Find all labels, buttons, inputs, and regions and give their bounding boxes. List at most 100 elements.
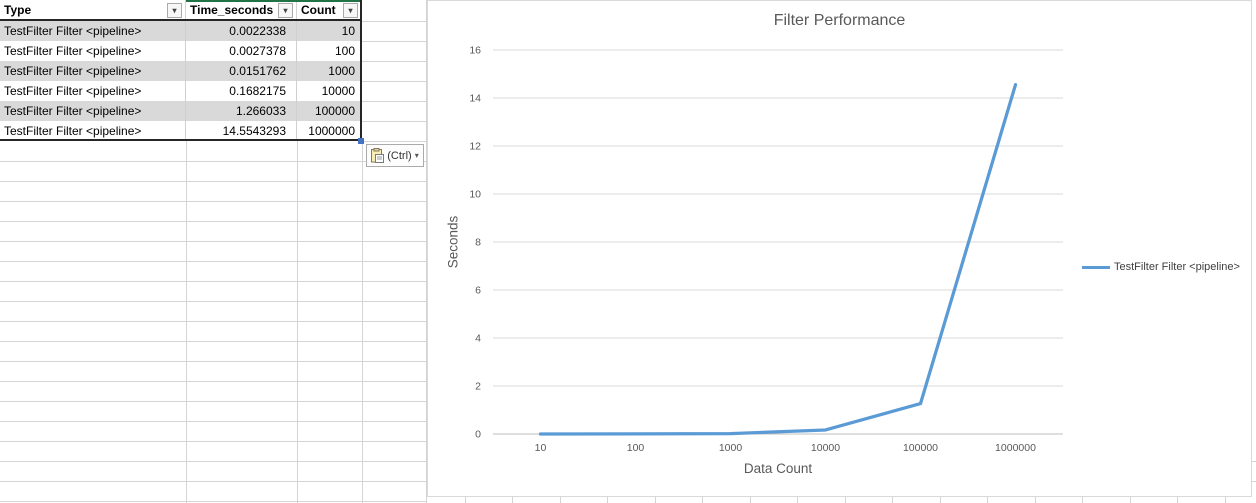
sheet-gridline xyxy=(0,481,427,482)
chevron-down-icon: ▾ xyxy=(414,151,419,160)
sheet-gridline xyxy=(186,141,187,503)
sheet-gridline xyxy=(1252,481,1256,482)
column-header-time-seconds[interactable]: Time_seconds ▾ xyxy=(186,0,297,21)
table-row: TestFilter Filter <pipeline> 0.1682175 1… xyxy=(0,81,362,101)
sheet-gridline xyxy=(939,497,941,503)
sheet-gridline xyxy=(0,381,427,382)
cell-type[interactable]: TestFilter Filter <pipeline> xyxy=(0,41,186,61)
cell-time-seconds[interactable]: 0.1682175 xyxy=(186,81,297,101)
cell-type[interactable]: TestFilter Filter <pipeline> xyxy=(0,121,186,141)
sheet-gridline xyxy=(0,361,427,362)
filter-dropdown-button-time-seconds[interactable]: ▾ xyxy=(278,3,293,18)
sheet-gridline xyxy=(0,201,427,202)
sheet-gridline xyxy=(0,401,427,402)
selection-border-right xyxy=(360,0,362,141)
y-tick-label: 12 xyxy=(469,141,481,153)
legend-series-label: TestFilter Filter <pipeline> xyxy=(1114,261,1240,273)
sheet-gridline xyxy=(362,121,427,122)
sheet-gridline xyxy=(0,221,427,222)
sheet-gridline xyxy=(512,497,513,503)
cell-type[interactable]: TestFilter Filter <pipeline> xyxy=(0,21,186,41)
sheet-gridline xyxy=(987,497,988,503)
cell-type[interactable]: TestFilter Filter <pipeline> xyxy=(0,81,186,101)
sheet-gridline xyxy=(844,497,846,503)
sheet-gridline xyxy=(362,101,427,102)
paste-options-button[interactable]: (Ctrl) ▾ xyxy=(366,144,424,167)
sheet-gridline xyxy=(0,341,427,342)
cell-time-seconds[interactable]: 0.0027378 xyxy=(186,41,297,61)
x-tick-label: 1000 xyxy=(719,442,743,454)
y-tick-label: 0 xyxy=(475,429,481,441)
fill-handle[interactable] xyxy=(358,138,364,144)
column-header-count-label: Count xyxy=(301,3,336,17)
cell-type[interactable]: TestFilter Filter <pipeline> xyxy=(0,61,186,81)
cell-count[interactable]: 100000 xyxy=(297,101,362,121)
sheet-gridline xyxy=(362,41,427,42)
sheet-gridline xyxy=(0,241,427,242)
cell-count[interactable]: 10000 xyxy=(297,81,362,101)
cell-time-seconds[interactable]: 1.266033 xyxy=(186,101,297,121)
cell-count[interactable]: 1000000 xyxy=(297,121,362,141)
cell-time-seconds[interactable]: 14.5543293 xyxy=(186,121,297,141)
sheet-gridline xyxy=(362,21,427,22)
header-bottom-border xyxy=(0,19,362,21)
sheet-gridline xyxy=(0,261,427,262)
chart-legend[interactable]: TestFilter Filter <pipeline> xyxy=(1082,261,1240,273)
sheet-gridline xyxy=(1034,497,1036,503)
sheet-gridline xyxy=(654,497,656,503)
cell-count[interactable]: 100 xyxy=(297,41,362,61)
y-tick-label: 6 xyxy=(475,285,481,297)
column-header-count[interactable]: Count ▾ xyxy=(297,0,362,21)
sheet-gridline xyxy=(797,497,798,503)
filter-dropdown-button-count[interactable]: ▾ xyxy=(343,3,358,18)
chart-title: Filter Performance xyxy=(773,12,906,29)
cell-time-seconds[interactable]: 0.0151762 xyxy=(186,61,297,81)
cell-count[interactable]: 10 xyxy=(297,21,362,41)
sheet-gridline xyxy=(749,497,751,503)
sheet-gridline xyxy=(702,497,703,503)
paste-clipboard-icon xyxy=(371,148,385,163)
x-axis-title: Data Count xyxy=(743,461,813,476)
cell-type[interactable]: TestFilter Filter <pipeline> xyxy=(0,101,186,121)
sheet-gridline xyxy=(0,301,427,302)
sheet-gridline xyxy=(0,161,427,162)
cell-count[interactable]: 1000 xyxy=(297,61,362,81)
column-header-type-label: Type xyxy=(4,3,32,17)
sheet-gridline xyxy=(0,441,427,442)
sheet-gridline xyxy=(464,497,466,503)
sheet-gridline xyxy=(1082,497,1083,503)
paste-options-label: (Ctrl) xyxy=(387,149,412,162)
chart[interactable]: 0 2 4 6 8 10 12 14 16 10 100 1000 10000 100000 1000000… xyxy=(427,0,1252,497)
y-tick-label: 4 xyxy=(475,333,481,345)
y-tick-label: 8 xyxy=(475,237,481,249)
sheet-gridline xyxy=(559,497,561,503)
sheet-gridline xyxy=(1252,461,1256,462)
y-tick-label: 2 xyxy=(475,381,481,393)
x-tick-label: 10 xyxy=(535,442,547,454)
sheet-gridline xyxy=(362,141,363,503)
table-row: TestFilter Filter <pipeline> 0.0151762 1… xyxy=(0,61,362,81)
sheet-gridline xyxy=(362,61,427,62)
sheet-gridline xyxy=(426,0,427,503)
sheet-gridline xyxy=(0,181,427,182)
column-header-type[interactable]: Type ▾ xyxy=(0,0,186,21)
table-row: TestFilter Filter <pipeline> 0.0027378 1… xyxy=(0,41,362,61)
x-tick-label: 1000000 xyxy=(995,442,1036,454)
table-header-row: Type ▾ Time_seconds ▾ Count ▾ xyxy=(0,0,362,21)
sheet-gridline xyxy=(297,141,298,503)
sheet-gridline xyxy=(1224,497,1226,503)
sheet-gridline xyxy=(0,421,427,422)
header-green-accent xyxy=(186,0,362,2)
sheet-gridline xyxy=(0,321,427,322)
cell-time-seconds[interactable]: 0.0022338 xyxy=(186,21,297,41)
table-row: TestFilter Filter <pipeline> 14.5543293 … xyxy=(0,121,362,141)
y-tick-label: 10 xyxy=(469,189,481,201)
filter-dropdown-button-type[interactable]: ▾ xyxy=(167,3,182,18)
column-header-time-seconds-label: Time_seconds xyxy=(190,3,274,17)
legend-line-marker xyxy=(1082,265,1110,269)
sheet-gridline xyxy=(362,81,427,82)
y-axis-title: Seconds xyxy=(445,215,461,269)
sheet-gridline xyxy=(0,281,427,282)
y-tick-label: 16 xyxy=(469,45,481,57)
